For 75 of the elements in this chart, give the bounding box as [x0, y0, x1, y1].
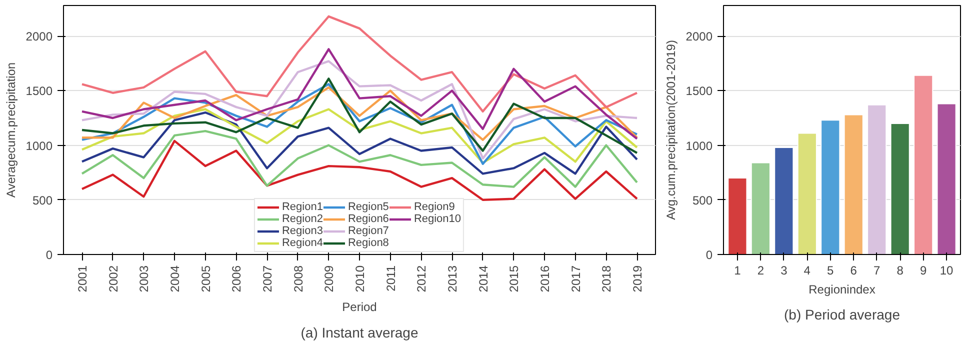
- x-axis-title: Regionindex: [808, 282, 876, 296]
- line-series: [80, 86, 638, 141]
- x-tick-label: 2004: [168, 265, 182, 292]
- x-tick-label: 6: [850, 264, 858, 278]
- x-tick-label: 2003: [137, 265, 152, 292]
- x-tick-label: 2005: [198, 265, 213, 292]
- y-tick-label: 500: [32, 193, 53, 208]
- x-tick-label: 5: [827, 264, 834, 278]
- line-series: [80, 60, 638, 160]
- x-axis-title: Period: [342, 300, 377, 314]
- x-tick-label: 2013: [446, 265, 460, 292]
- legend-label: Region6: [348, 213, 389, 225]
- y-tick-label: 1500: [26, 84, 53, 98]
- legend-label: Region8: [348, 237, 389, 249]
- bar: [890, 122, 910, 254]
- x-tick-label: 2006: [230, 265, 244, 292]
- y-tick-label: 1000: [26, 138, 53, 153]
- y-tick-label: 1000: [686, 138, 713, 153]
- legend-label: Region10: [414, 213, 462, 225]
- x-tick-label: 2012: [414, 265, 429, 292]
- y-tick-label: 0: [46, 248, 53, 262]
- bar: [867, 104, 887, 254]
- line-series: [80, 78, 638, 154]
- legend-label: Region1: [282, 201, 323, 213]
- line-series: [80, 108, 638, 164]
- bar: [797, 132, 817, 254]
- x-tick-label: 2017: [568, 265, 583, 292]
- x-tick-label: 2015: [507, 265, 522, 292]
- x-tick-label: 8: [896, 264, 904, 278]
- x-tick-label: 2007: [260, 265, 274, 292]
- y-tick-label: 0: [706, 248, 713, 262]
- bar: [820, 120, 840, 254]
- bar: [914, 74, 934, 254]
- x-tick-label: 2008: [291, 265, 306, 292]
- y-tick-label: 1500: [686, 84, 713, 98]
- y-axis-title: Avg.cum.precipitation(2001-2019): [664, 40, 678, 220]
- legend-label: Region2: [282, 213, 323, 225]
- text: (a) Instant average: [300, 324, 418, 340]
- legend-label: Region7: [348, 225, 389, 237]
- x-tick-label: 2009: [322, 265, 336, 292]
- x-tick-label: 2001: [76, 265, 90, 292]
- x-tick-label: 2002: [106, 265, 120, 292]
- x-tick-label: 2: [757, 264, 764, 278]
- line-series: [80, 15, 638, 113]
- x-tick-label: 2016: [538, 265, 552, 292]
- line-series: [80, 111, 638, 175]
- y-axis-title: Averagecum.precipitation: [4, 62, 18, 198]
- line-series: [80, 140, 638, 201]
- line-series: [80, 83, 638, 165]
- bar: [936, 103, 956, 254]
- x-tick-label: 1: [734, 264, 742, 278]
- x-tick-label: 7: [874, 264, 881, 278]
- legend-label: Region5: [348, 201, 389, 213]
- bar: [750, 162, 770, 254]
- legend-label: Region9: [414, 201, 455, 213]
- x-tick-label: 2011: [384, 265, 398, 292]
- legend-label: Region3: [282, 225, 323, 237]
- y-tick-label: 2000: [686, 30, 713, 44]
- text: (b) Period average: [784, 306, 900, 322]
- x-tick-label: 2014: [476, 265, 490, 292]
- x-tick-label: 4: [804, 264, 811, 278]
- x-tick-label: 3: [780, 264, 788, 278]
- line-series: [80, 130, 638, 188]
- bar: [728, 178, 748, 254]
- x-tick-label: 2018: [600, 265, 614, 292]
- line-series: [80, 48, 638, 140]
- legend-label: Region4: [282, 237, 323, 249]
- bar: [844, 114, 864, 254]
- bar: [774, 146, 794, 254]
- x-tick-label: 2019: [630, 265, 644, 292]
- y-tick-label: 2000: [26, 30, 53, 44]
- x-tick-label: 2010: [353, 265, 367, 292]
- x-tick-label: 10: [940, 264, 954, 278]
- y-tick-label: 500: [692, 193, 713, 208]
- x-tick-label: 9: [920, 264, 927, 278]
